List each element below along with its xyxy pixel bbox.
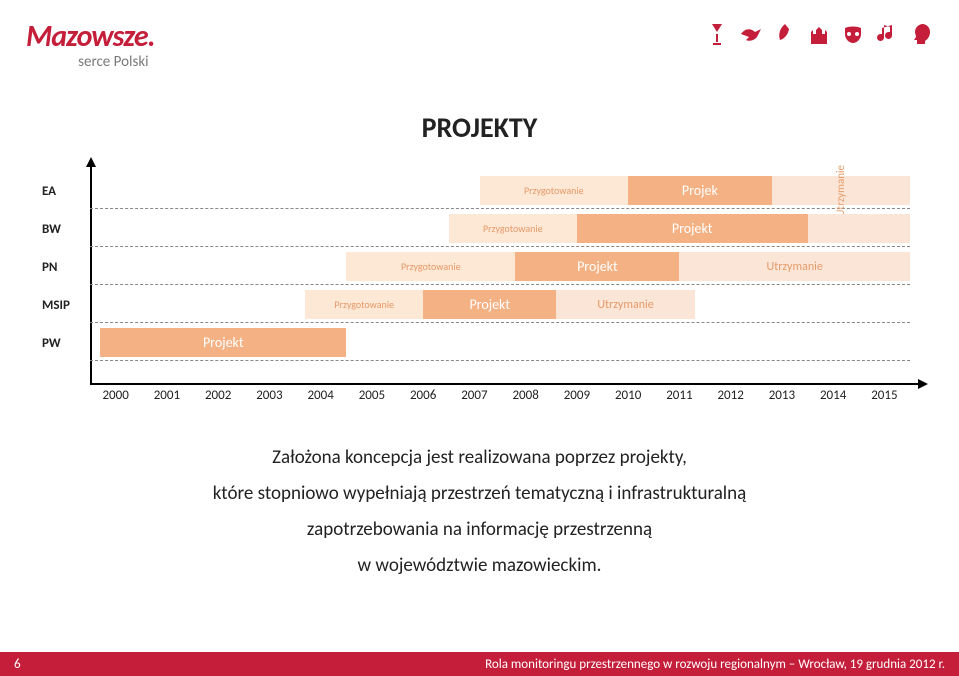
- gantt-row: PW Projekt: [40, 325, 920, 361]
- year-tick: 2004: [295, 388, 346, 410]
- bar-label: Utrzymanie: [597, 298, 653, 312]
- body-line-1: Założona koncepcja jest realizowana popr…: [0, 440, 959, 476]
- year-tick: 2012: [705, 388, 756, 410]
- row-label: EA: [40, 184, 90, 199]
- bar-label: Projekt: [672, 220, 713, 237]
- row-track: Przygotowanie Projekt Utrzymanie: [90, 249, 910, 285]
- bar-project: Projekt: [577, 214, 808, 243]
- body-line-2: które stopniowo wypełniają przestrzeń te…: [0, 476, 959, 512]
- body-line-3: zapotrzebowania na informację przestrzen…: [0, 512, 959, 548]
- bar-maint: Utrzymanie: [772, 176, 910, 205]
- footer-text: Rola monitoringu przestrzennego w rozwoj…: [485, 657, 945, 672]
- row-label: MSIP: [40, 298, 90, 313]
- bar-label: Projek: [682, 182, 718, 199]
- bar-label: Przygotowanie: [483, 222, 543, 235]
- bar-maint: Utrzymanie: [679, 252, 910, 281]
- year-tick: 2003: [244, 388, 295, 410]
- row-label: PN: [40, 260, 90, 275]
- bar-label: Przygotowanie: [334, 298, 394, 311]
- slide-header: Mazowsze. serce Polski: [26, 18, 933, 76]
- bar-label: Utrzymanie: [767, 260, 823, 274]
- bar-label: Projekt: [577, 258, 618, 275]
- gantt-chart: EAPrzygotowanieProjekUtrzymanieBWPrzygot…: [40, 165, 920, 410]
- note-icon: [875, 22, 899, 46]
- year-tick: 2011: [654, 388, 705, 410]
- year-tick: 2007: [449, 388, 500, 410]
- bar-prep: Przygotowanie: [480, 176, 629, 205]
- head-icon: [909, 22, 933, 46]
- castle-icon: [807, 22, 831, 46]
- row-track: Projekt: [90, 325, 910, 361]
- year-tick: 2002: [193, 388, 244, 410]
- x-axis-labels: 2000200120022003200420052006200720082009…: [90, 388, 910, 410]
- footer-bar: 6 Rola monitoringu przestrzennego w rozw…: [0, 652, 959, 676]
- bird-icon: [739, 22, 763, 46]
- bar-project: Projekt: [423, 290, 556, 319]
- year-tick: 2000: [90, 388, 141, 410]
- bar-label: Przygotowanie: [401, 260, 461, 273]
- year-tick: 2001: [141, 388, 192, 410]
- bar-label: Przygotowanie: [524, 184, 584, 197]
- year-tick: 2009: [551, 388, 602, 410]
- brand-logo: Mazowsze. serce Polski: [26, 18, 155, 71]
- year-tick: 2008: [500, 388, 551, 410]
- bar-prep: Przygotowanie: [449, 214, 577, 243]
- mask-icon: [841, 22, 865, 46]
- body-paragraph: Założona koncepcja jest realizowana popr…: [0, 440, 959, 584]
- row-label: PW: [40, 336, 90, 351]
- brand-tagline: serce Polski: [26, 53, 155, 71]
- row-label: BW: [40, 222, 90, 237]
- year-tick: 2005: [346, 388, 397, 410]
- row-track: Przygotowanie Projekt Utrzymanie: [90, 287, 910, 323]
- glass-icon: [705, 22, 729, 46]
- bar-label: Projekt: [203, 334, 244, 351]
- row-track: Przygotowanie Projek Utrzymanie: [90, 173, 910, 209]
- x-axis: [90, 383, 920, 385]
- row-track: Przygotowanie Projekt: [90, 211, 910, 247]
- bar-maint: [808, 214, 911, 243]
- gantt-row: PN Przygotowanie Projekt Utrzymanie: [40, 249, 920, 285]
- bar-prep: Przygotowanie: [346, 252, 515, 281]
- gantt-row: MSIP Przygotowanie Projekt Utrzymanie: [40, 287, 920, 323]
- leaf-icon: [773, 22, 797, 46]
- year-tick: 2010: [603, 388, 654, 410]
- body-line-4: w województwie mazowieckim.: [0, 548, 959, 584]
- bar-prep: Przygotowanie: [305, 290, 423, 319]
- bar-label: Projekt: [469, 296, 510, 313]
- bar-project: Projek: [628, 176, 772, 205]
- bar-project: Projekt: [515, 252, 679, 281]
- bar-project: Projekt: [100, 328, 346, 357]
- page-number: 6: [14, 657, 21, 672]
- gantt-row: EA Przygotowanie Projek Utrzymanie: [40, 173, 920, 209]
- year-tick: 2013: [756, 388, 807, 410]
- bar-maint: Utrzymanie: [556, 290, 694, 319]
- year-tick: 2015: [859, 388, 910, 410]
- bar-label: Utrzymanie: [834, 165, 847, 217]
- year-tick: 2014: [808, 388, 859, 410]
- year-tick: 2006: [398, 388, 449, 410]
- gantt-row: BW Przygotowanie Projekt: [40, 211, 920, 247]
- slide-title: PROJEKTY: [0, 110, 959, 145]
- header-icon-strip: [705, 18, 933, 46]
- brand-name: Mazowsze.: [26, 18, 155, 55]
